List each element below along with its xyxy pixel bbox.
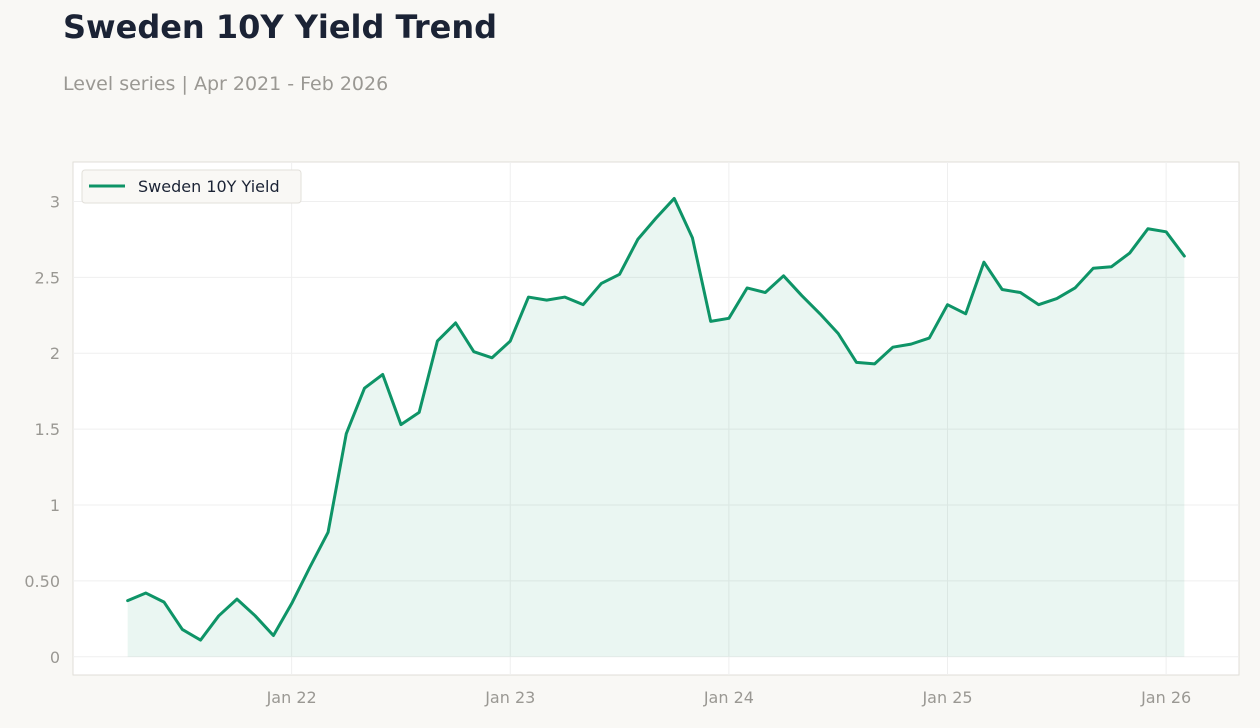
chart-title: Sweden 10Y Yield Trend (63, 8, 498, 46)
data-point (946, 303, 950, 307)
data-point (982, 260, 986, 264)
data-point (636, 237, 640, 241)
data-point (253, 614, 257, 618)
data-point (526, 295, 530, 299)
data-point (709, 319, 713, 323)
data-point (235, 597, 239, 601)
data-point (144, 591, 148, 595)
data-point (1000, 287, 1004, 291)
data-point (126, 599, 130, 603)
data-point (308, 565, 312, 569)
data-point (290, 602, 294, 606)
data-point (1055, 297, 1059, 301)
data-point (199, 638, 203, 642)
data-point (1164, 230, 1168, 234)
data-point (927, 336, 931, 340)
data-point (599, 281, 603, 285)
data-point (873, 362, 877, 366)
chart-subtitle: Level series | Apr 2021 - Feb 2026 (63, 73, 389, 95)
data-point (271, 634, 275, 638)
data-point (399, 423, 403, 427)
data-point (563, 295, 567, 299)
data-point (162, 600, 166, 604)
data-point (217, 614, 221, 618)
data-point (690, 236, 694, 240)
data-point (381, 372, 385, 376)
data-point (1109, 265, 1113, 269)
x-tick-label: Jan 25 (921, 688, 972, 707)
data-point (672, 196, 676, 200)
legend: Sweden 10Y Yield (81, 169, 302, 204)
data-point (1128, 251, 1132, 255)
data-point (581, 303, 585, 307)
data-point (326, 530, 330, 534)
x-tick-label: Jan 23 (484, 688, 535, 707)
data-point (1018, 291, 1022, 295)
data-point (836, 332, 840, 336)
legend-box (81, 169, 302, 204)
data-point (435, 339, 439, 343)
y-tick-label: 1 (50, 496, 60, 515)
data-point (909, 342, 913, 346)
y-tick-label: 0 (50, 648, 60, 667)
y-tick-label: 2 (50, 344, 60, 363)
x-tick-label: Jan 24 (703, 688, 754, 707)
data-point (1146, 227, 1150, 231)
data-point (854, 360, 858, 364)
series-area-fill (127, 198, 1185, 657)
data-point (800, 294, 804, 298)
plot-area (72, 161, 1240, 676)
data-point (654, 216, 658, 220)
data-point (472, 350, 476, 354)
x-tick-label: Jan 22 (266, 688, 317, 707)
y-tick-label: 1.5 (35, 420, 60, 439)
data-point (363, 386, 367, 390)
data-point (1182, 254, 1186, 258)
data-point (782, 274, 786, 278)
data-point (508, 339, 512, 343)
data-point (818, 312, 822, 316)
legend-label: Sweden 10Y Yield (138, 177, 280, 196)
data-point (1037, 303, 1041, 307)
data-point (964, 312, 968, 316)
y-tick-label: 2.5 (35, 268, 60, 287)
data-point (891, 345, 895, 349)
data-point (1073, 286, 1077, 290)
data-point (180, 627, 184, 631)
data-point (417, 410, 421, 414)
x-tick-label: Jan 26 (1140, 688, 1191, 707)
data-point (618, 272, 622, 276)
y-tick-label: 3 (50, 192, 60, 211)
data-point (1091, 266, 1095, 270)
data-point (490, 356, 494, 360)
data-point (745, 286, 749, 290)
data-point (344, 432, 348, 436)
y-tick-label: 0.50 (24, 572, 60, 591)
data-point (763, 291, 767, 295)
data-point (727, 316, 731, 320)
series-line (126, 196, 1186, 642)
data-point (454, 321, 458, 325)
data-point (545, 298, 549, 302)
